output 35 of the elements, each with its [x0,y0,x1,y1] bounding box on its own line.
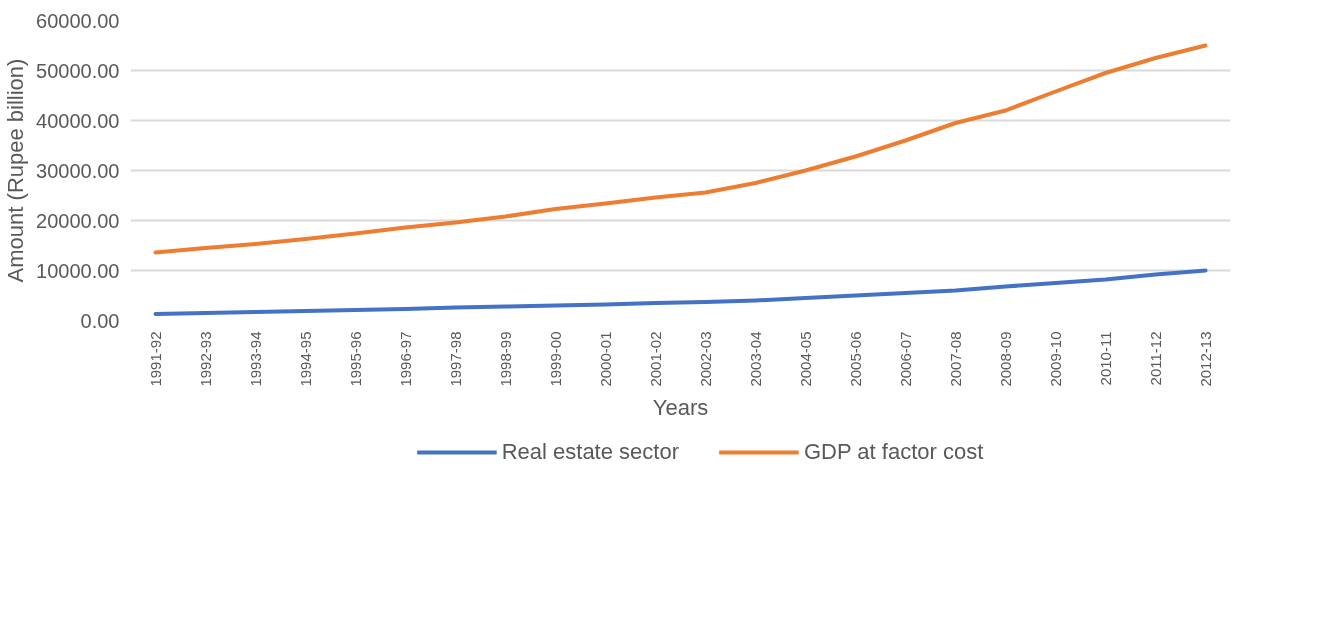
x-tick-label: 1998-99 [496,331,514,387]
legend-label: GDP at factor cost [803,439,984,465]
x-tick-label: 2006-07 [896,331,914,387]
x-tick-label: 2002-03 [696,331,714,387]
line-series [153,43,1208,255]
x-tick-label: 2000-01 [596,331,614,387]
y-tick-label: 0.00 [80,309,120,332]
x-tick-label: 2009-10 [1046,331,1064,387]
x-tick-label: 2005-06 [846,331,864,387]
x-axis-title: Years [652,394,709,420]
x-tick-label: 1995-96 [346,331,364,387]
y-tick-label: 10000.00 [36,259,120,282]
y-tick-label: 20000.00 [36,209,120,232]
x-tick-label: 1993-94 [246,331,264,387]
x-tick-label: 2007-08 [946,331,964,387]
x-tick-label: 2012-13 [1196,331,1214,387]
x-tick-label: 1994-95 [296,331,314,387]
x-tick-label: 2001-02 [646,331,664,387]
y-tick-label: 40000.00 [36,109,120,132]
x-tick-label: 1999-00 [546,331,564,387]
x-tick-label: 2004-05 [796,331,814,387]
y-tick-label: 60000.00 [36,9,120,32]
line-series [153,268,1208,316]
x-tick-label: 2003-04 [746,331,764,387]
x-tick-label: 1991-92 [146,331,164,387]
x-tick-label: 2011-12 [1146,331,1164,386]
x-tick-label: 2010-11 [1096,331,1114,386]
x-tick-label: 2008-09 [996,331,1014,387]
y-tick-label: 30000.00 [36,159,120,182]
x-tick-label: 1996-97 [396,331,414,387]
y-tick-label: 50000.00 [36,59,120,82]
y-axis-title: Amount (Rupee billion) [3,58,29,283]
x-tick-label: 1992-93 [196,331,214,387]
x-tick-label: 1997-98 [446,331,464,387]
legend-label: Real estate sector [501,439,679,465]
